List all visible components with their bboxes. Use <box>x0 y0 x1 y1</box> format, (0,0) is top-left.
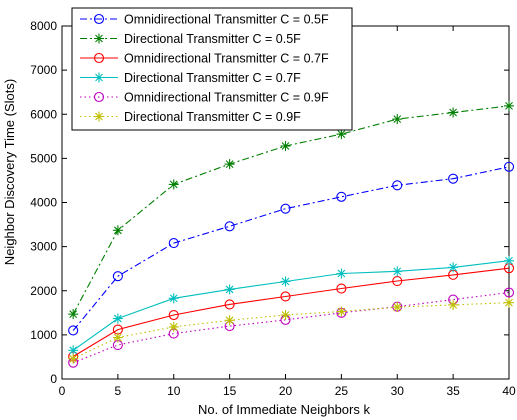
data-point-series-1 <box>224 221 235 232</box>
data-point-series-6 <box>392 302 403 313</box>
x-tick-label: 5 <box>115 384 122 398</box>
legend-marker-3 <box>93 52 105 64</box>
y-tick-label: 7000 <box>30 63 57 77</box>
x-tick-label: 0 <box>59 384 66 398</box>
legend-label-6: Directional Transmitter C = 0.9F <box>124 110 301 124</box>
data-point-series-4 <box>168 293 179 304</box>
data-point-series-4 <box>280 276 291 287</box>
data-point-series-2 <box>112 225 123 236</box>
data-point-series-2 <box>448 107 459 118</box>
series-line-3 <box>72 267 510 357</box>
legend-label-4: Directional Transmitter C = 0.7F <box>124 71 301 85</box>
x-tick-label: 35 <box>446 384 460 398</box>
x-tick-label: 25 <box>335 384 349 398</box>
x-tick-label: 10 <box>167 384 181 398</box>
legend: Omnidirectional Transmitter C = 0.5F Dire… <box>71 7 353 131</box>
data-point-series-1 <box>392 180 403 191</box>
data-point-series-6 <box>112 332 123 343</box>
data-point-series-4 <box>224 284 235 295</box>
data-point-series-6 <box>336 306 347 317</box>
y-tick-label: 5000 <box>30 151 57 165</box>
data-point-series-2 <box>504 100 514 111</box>
data-point-series-4 <box>336 268 347 279</box>
y-tick-label: 8000 <box>30 19 57 33</box>
y-tick-label: 6000 <box>30 107 57 121</box>
legend-label-1: Omnidirectional Transmitter C = 0.5F <box>124 13 329 27</box>
data-point-series-3 <box>336 283 347 294</box>
legend-marker-2 <box>94 33 104 44</box>
data-point-series-3 <box>224 299 235 310</box>
legend-marker-6 <box>94 111 104 122</box>
data-point-series-3 <box>280 291 291 302</box>
data-point-series-6 <box>168 321 179 332</box>
data-point-series-3 <box>168 309 179 321</box>
data-point-series-1 <box>503 161 515 172</box>
y-tick-label: 4000 <box>30 196 57 210</box>
data-point-series-6 <box>280 310 291 321</box>
data-point-series-6 <box>504 297 514 308</box>
data-point-series-1 <box>68 325 79 336</box>
data-point-series-4 <box>68 345 79 356</box>
x-tick-label: 40 <box>502 384 516 398</box>
data-point-series-4 <box>504 255 514 266</box>
data-point-series-2 <box>68 309 79 320</box>
legend-label-5: Omnidirectional Transmitter C = 0.9F <box>124 91 329 105</box>
data-point-series-1 <box>280 203 291 214</box>
x-tick-label: 20 <box>279 384 293 398</box>
x-tick-label: 15 <box>223 384 237 398</box>
data-point-series-6 <box>68 353 79 364</box>
series-line-1 <box>72 166 510 331</box>
data-point-series-2 <box>224 159 235 170</box>
data-point-series-2 <box>280 141 291 152</box>
y-tick-label: 2000 <box>30 284 57 298</box>
data-point-series-2 <box>168 179 179 190</box>
data-point-series-2 <box>336 129 347 140</box>
y-axis-label: Neighbor Discovery Time (Slots) <box>2 79 17 265</box>
data-point-series-4 <box>392 266 403 277</box>
data-point-series-1 <box>112 271 123 282</box>
plot-area: 0 5 10 15 20 25 30 35 40 0 1000 2000 3000 4000 5000 600… <box>30 7 516 398</box>
data-point-series-1 <box>168 238 179 249</box>
data-point-series-6 <box>224 315 235 326</box>
x-tick-label: 30 <box>391 384 405 398</box>
legend-label-3: Omnidirectional Transmitter C = 0.7F <box>124 52 329 66</box>
x-axis-label: No. of Immediate Neighbors k <box>198 402 370 417</box>
legend-marker-1 <box>93 13 105 25</box>
series-line-6 <box>72 302 510 360</box>
data-point-series-1 <box>336 191 347 202</box>
legend-box <box>71 7 353 131</box>
data-point-series-6 <box>448 299 459 310</box>
legend-label-2: Directional Transmitter C = 0.5F <box>124 32 301 46</box>
data-point-series-4 <box>448 262 459 273</box>
legend-marker-5 <box>93 91 105 103</box>
y-tick-label: 0 <box>50 372 57 386</box>
y-tick-label: 1000 <box>30 328 57 342</box>
legend-marker-4 <box>94 72 104 83</box>
data-point-series-4 <box>112 313 123 324</box>
data-point-series-5 <box>503 287 515 298</box>
data-point-series-2 <box>392 114 403 125</box>
data-point-series-3 <box>392 275 403 287</box>
y-tick-label: 3000 <box>30 240 57 254</box>
data-point-series-1 <box>448 173 459 184</box>
